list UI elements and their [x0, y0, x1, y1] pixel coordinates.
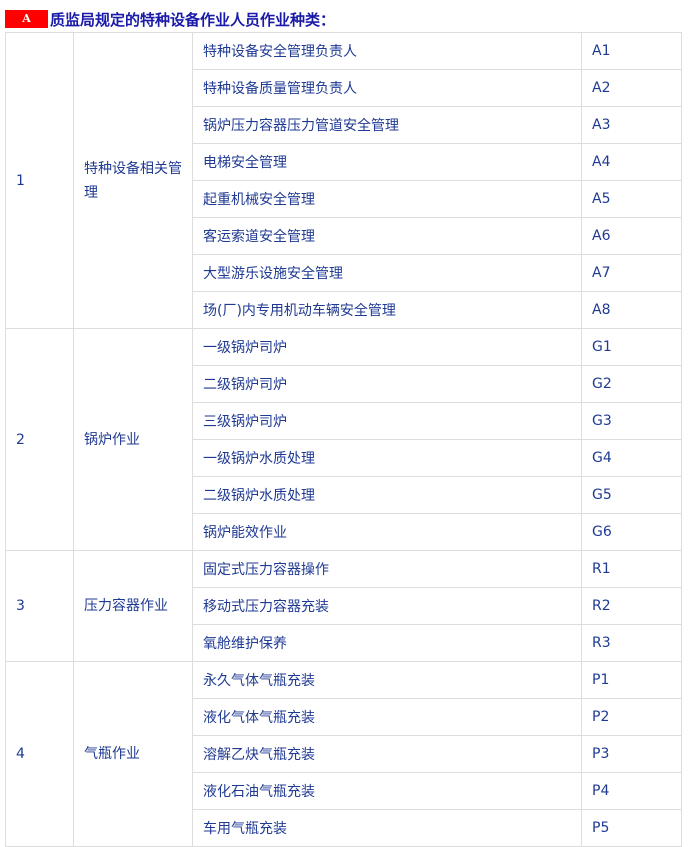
table-row: 三级锅炉司炉 G3 [6, 402, 682, 440]
table-row: 1 特种设备相关管理 特种设备安全管理负责人 A1 [5, 32, 682, 329]
item-code: A2 [581, 69, 682, 107]
item-code: A5 [581, 180, 682, 218]
group-number: 2 [5, 328, 74, 551]
item-name: 液化气体气瓶充装 [192, 698, 582, 736]
item-name: 起重机械安全管理 [192, 180, 582, 218]
table-row: 起重机械安全管理 A5 [6, 180, 682, 218]
table-row: 液化气体气瓶充装 P2 [6, 698, 682, 736]
table-row: 2 锅炉作业 一级锅炉司炉 G1 [5, 328, 682, 551]
table-row: 电梯安全管理 A4 [6, 143, 682, 181]
table-row: 客运索道安全管理 A6 [6, 217, 682, 255]
section-badge: A [5, 10, 48, 28]
table-row: 溶解乙炔气瓶充装 P3 [6, 735, 682, 773]
item-code: G2 [581, 365, 682, 403]
item-code: A7 [581, 254, 682, 292]
group-category: 气瓶作业 [73, 661, 193, 847]
item-code: G3 [581, 402, 682, 440]
item-name: 液化石油气瓶充装 [192, 772, 582, 810]
item-name: 客运索道安全管理 [192, 217, 582, 255]
item-code: A4 [581, 143, 682, 181]
table-row: 锅炉能效作业 G6 [6, 513, 682, 551]
work-category-table: 1 特种设备相关管理 特种设备安全管理负责人 A1 特种设备质量管理负责人 A2 锅炉压力容… [5, 32, 682, 847]
item-name: 三级锅炉司炉 [192, 402, 582, 440]
group-category: 特种设备相关管理 [73, 32, 193, 329]
item-code: A1 [581, 32, 682, 70]
item-code: R2 [581, 587, 682, 625]
table-row: 二级锅炉司炉 G2 [6, 365, 682, 403]
item-code: P4 [581, 772, 682, 810]
item-code: G5 [581, 476, 682, 514]
group-number: 1 [5, 32, 74, 329]
table-row: 场(厂)内专用机动车辆安全管理 A8 [6, 291, 682, 329]
section-heading: A 质监局规定的特种设备作业人员作业种类： [5, 9, 335, 29]
group-number: 3 [5, 550, 74, 662]
item-name: 场(厂)内专用机动车辆安全管理 [192, 291, 582, 329]
item-code: G6 [581, 513, 682, 551]
table-row: 4 气瓶作业 永久气体气瓶充装 P1 [5, 661, 682, 847]
item-code: A6 [581, 217, 682, 255]
item-name: 一级锅炉水质处理 [192, 439, 582, 477]
item-code: R3 [581, 624, 682, 662]
table-row: 氧舱维护保养 R3 [6, 624, 682, 662]
item-code: A3 [581, 106, 682, 144]
item-name: 永久气体气瓶充装 [192, 661, 582, 699]
item-name: 移动式压力容器充装 [192, 587, 582, 625]
item-name: 锅炉能效作业 [192, 513, 582, 551]
item-name: 特种设备安全管理负责人 [192, 32, 582, 70]
item-code: P2 [581, 698, 682, 736]
item-name: 大型游乐设施安全管理 [192, 254, 582, 292]
item-name: 锅炉压力容器压力管道安全管理 [192, 106, 582, 144]
table-row: 液化石油气瓶充装 P4 [6, 772, 682, 810]
item-name: 二级锅炉司炉 [192, 365, 582, 403]
table-row: 移动式压力容器充装 R2 [6, 587, 682, 625]
item-name: 溶解乙炔气瓶充装 [192, 735, 582, 773]
item-name: 特种设备质量管理负责人 [192, 69, 582, 107]
item-code: G4 [581, 439, 682, 477]
item-code: R1 [581, 550, 682, 588]
item-name: 电梯安全管理 [192, 143, 582, 181]
item-code: P1 [581, 661, 682, 699]
group-category: 压力容器作业 [73, 550, 193, 662]
table-row: 大型游乐设施安全管理 A7 [6, 254, 682, 292]
table-row: 锅炉压力容器压力管道安全管理 A3 [6, 106, 682, 144]
item-code: A8 [581, 291, 682, 329]
item-code: P3 [581, 735, 682, 773]
item-code: G1 [581, 328, 682, 366]
item-name: 二级锅炉水质处理 [192, 476, 582, 514]
item-name: 固定式压力容器操作 [192, 550, 582, 588]
table-row: 3 压力容器作业 固定式压力容器操作 R1 [5, 550, 682, 662]
section-title: 质监局规定的特种设备作业人员作业种类： [50, 10, 336, 29]
item-name: 氧舱维护保养 [192, 624, 582, 662]
item-name: 一级锅炉司炉 [192, 328, 582, 366]
table-row: 特种设备质量管理负责人 A2 [6, 69, 682, 107]
group-category: 锅炉作业 [73, 328, 193, 551]
group-number: 4 [5, 661, 74, 847]
table-row: 二级锅炉水质处理 G5 [6, 476, 682, 514]
